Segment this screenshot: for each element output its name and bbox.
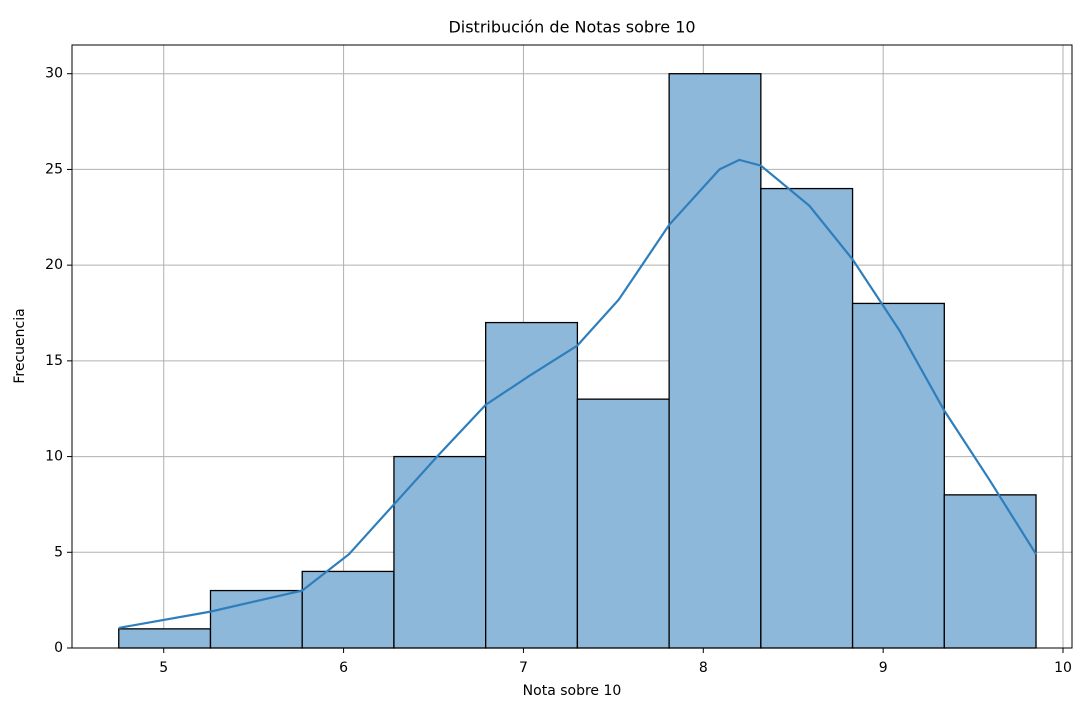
x-tick-label: 8 [699, 660, 708, 676]
x-tick-label: 10 [1054, 660, 1072, 676]
plot-frame [71, 44, 1073, 649]
x-axis-label: Nota sobre 10 [523, 683, 622, 699]
x-tick-label: 6 [339, 660, 348, 676]
bar [393, 455, 487, 649]
bar [485, 321, 579, 649]
y-tick-label: 10 [45, 449, 63, 465]
bar [760, 187, 854, 649]
y-tick-label: 5 [54, 544, 63, 560]
x-tick-label: 9 [879, 660, 888, 676]
kde-line [118, 158, 1037, 629]
bar [943, 494, 1037, 649]
bar [851, 302, 945, 649]
bar [301, 570, 395, 649]
chart-title: Distribución de Notas sobre 10 [448, 18, 695, 37]
bar [209, 589, 303, 649]
y-tick-label: 15 [45, 353, 63, 369]
bar [576, 398, 670, 649]
x-tick-label: 5 [159, 660, 168, 676]
y-tick-label: 30 [45, 66, 63, 82]
x-tick-label: 7 [519, 660, 528, 676]
bar [668, 73, 762, 649]
y-tick-label: 0 [54, 640, 63, 656]
bar [118, 628, 212, 649]
y-axis-label: Frecuencia [12, 308, 28, 383]
y-tick-label: 20 [45, 257, 63, 273]
y-tick-label: 25 [45, 161, 63, 177]
